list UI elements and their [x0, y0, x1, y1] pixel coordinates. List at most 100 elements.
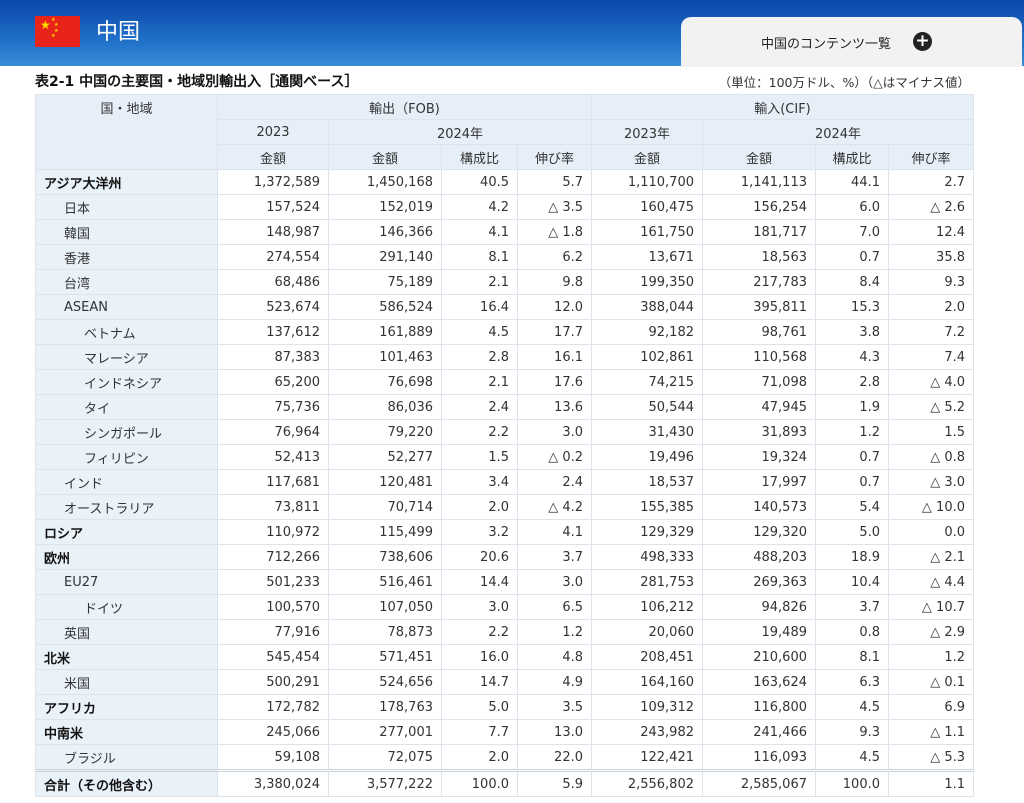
- export-2024-growth: △ 4.2: [517, 494, 592, 520]
- import-2024-amount: 71,098: [702, 369, 816, 395]
- import-2023-amount: 109,312: [591, 694, 703, 720]
- import-2024-growth: 12.4: [888, 219, 974, 245]
- table-row: オーストラリア 73,811 70,714 2.0 △ 4.2 155,385 140,57…: [35, 494, 974, 520]
- import-2024-amount: 19,324: [702, 444, 816, 470]
- region-name: ドイツ: [35, 594, 218, 620]
- import-2024-amount: 19,489: [702, 619, 816, 645]
- export-2024-growth: 5.9: [517, 769, 592, 797]
- export-2024-growth: 13.6: [517, 394, 592, 420]
- import-2024-share: 4.5: [815, 694, 889, 720]
- export-2024-growth: 17.6: [517, 369, 592, 395]
- export-2024-growth: 17.7: [517, 319, 592, 345]
- import-2024-amount: 47,945: [702, 394, 816, 420]
- import-2024-growth: 2.0: [888, 294, 974, 320]
- import-2023-amount: 164,160: [591, 669, 703, 695]
- import-2024-growth: △ 2.9: [888, 619, 974, 645]
- import-2023-amount: 2,556,802: [591, 769, 703, 797]
- table-row: アジア大洋州 1,372,589 1,450,168 40.5 5.7 1,110,700…: [35, 169, 974, 195]
- export-2024-share: 4.2: [441, 194, 518, 220]
- export-2024-growth: △ 0.2: [517, 444, 592, 470]
- import-2024-share: 5.4: [815, 494, 889, 520]
- country-header: ★ ★ ★ ★ ★ 中国 中国のコンテンツ一覧 +: [0, 0, 1024, 67]
- import-2024-amount: 116,093: [702, 744, 816, 771]
- header-region: 国・地域: [35, 94, 218, 170]
- region-name: EU27: [35, 569, 218, 595]
- import-2024-growth: 7.4: [888, 344, 974, 370]
- import-2023-amount: 208,451: [591, 644, 703, 670]
- header-amount: 金額: [217, 144, 329, 170]
- export-2024-amount: 79,220: [328, 419, 442, 445]
- header-amount: 金額: [702, 144, 816, 170]
- import-2023-amount: 388,044: [591, 294, 703, 320]
- header-share: 構成比: [441, 144, 518, 170]
- region-name: アジア大洋州: [35, 169, 218, 195]
- import-2024-share: 1.9: [815, 394, 889, 420]
- export-2023-amount: 68,486: [217, 269, 329, 295]
- import-2023-amount: 498,333: [591, 544, 703, 570]
- region-name: シンガポール: [35, 419, 218, 445]
- trade-table: 国・地域 輸出（FOB) 輸入(CIF) 2023 2024年 2023年 20…: [35, 94, 974, 797]
- export-2024-share: 2.2: [441, 419, 518, 445]
- export-2024-share: 2.0: [441, 494, 518, 520]
- export-2024-growth: 2.4: [517, 469, 592, 495]
- header-share: 構成比: [815, 144, 889, 170]
- export-2024-amount: 101,463: [328, 344, 442, 370]
- import-2023-amount: 155,385: [591, 494, 703, 520]
- export-2023-amount: 500,291: [217, 669, 329, 695]
- region-name: 台湾: [35, 269, 218, 295]
- export-2024-share: 2.8: [441, 344, 518, 370]
- region-name: ロシア: [35, 519, 218, 545]
- import-2024-amount: 163,624: [702, 669, 816, 695]
- export-2024-amount: 75,189: [328, 269, 442, 295]
- export-2024-share: 3.0: [441, 594, 518, 620]
- export-2024-amount: 76,698: [328, 369, 442, 395]
- export-2024-share: 14.4: [441, 569, 518, 595]
- export-2024-amount: 52,277: [328, 444, 442, 470]
- import-2024-amount: 217,783: [702, 269, 816, 295]
- import-2024-amount: 140,573: [702, 494, 816, 520]
- import-2023-amount: 102,861: [591, 344, 703, 370]
- region-name: 合計（その他含む）: [35, 769, 218, 797]
- header-export-2023: 2023: [217, 119, 329, 145]
- import-2024-growth: △ 4.0: [888, 369, 974, 395]
- export-2024-share: 8.1: [441, 244, 518, 270]
- export-2023-amount: 117,681: [217, 469, 329, 495]
- import-2024-share: 8.1: [815, 644, 889, 670]
- import-2024-share: 9.3: [815, 719, 889, 745]
- import-2024-amount: 129,320: [702, 519, 816, 545]
- contents-list-tab[interactable]: 中国のコンテンツ一覧 +: [681, 17, 1022, 67]
- export-2024-growth: 9.8: [517, 269, 592, 295]
- import-2024-growth: 1.2: [888, 644, 974, 670]
- export-2023-amount: 545,454: [217, 644, 329, 670]
- import-2024-amount: 488,203: [702, 544, 816, 570]
- import-2024-amount: 2,585,067: [702, 769, 816, 797]
- import-2024-share: 4.3: [815, 344, 889, 370]
- import-2023-amount: 161,750: [591, 219, 703, 245]
- import-2024-growth: △ 5.3: [888, 744, 974, 771]
- table-row: 米国 500,291 524,656 14.7 4.9 164,160 163,624 6.3…: [35, 669, 974, 695]
- import-2023-amount: 1,110,700: [591, 169, 703, 195]
- region-name: インド: [35, 469, 218, 495]
- header-amount: 金額: [328, 144, 442, 170]
- export-2023-amount: 110,972: [217, 519, 329, 545]
- table-row: ロシア 110,972 115,499 3.2 4.1 129,329 129,320 5.0…: [35, 519, 974, 545]
- export-2024-amount: 115,499: [328, 519, 442, 545]
- export-2024-share: 5.0: [441, 694, 518, 720]
- region-name: インドネシア: [35, 369, 218, 395]
- import-2024-share: 18.9: [815, 544, 889, 570]
- region-name: ベトナム: [35, 319, 218, 345]
- export-2024-amount: 3,577,222: [328, 769, 442, 797]
- import-2023-amount: 160,475: [591, 194, 703, 220]
- import-2024-share: 3.8: [815, 319, 889, 345]
- contents-list-label[interactable]: 中国のコンテンツ一覧: [761, 37, 892, 52]
- import-2024-growth: △ 10.0: [888, 494, 974, 520]
- import-2024-share: 6.3: [815, 669, 889, 695]
- import-2024-share: 2.8: [815, 369, 889, 395]
- export-2023-amount: 3,380,024: [217, 769, 329, 797]
- plus-circle-icon[interactable]: +: [913, 32, 932, 51]
- export-2024-growth: 4.1: [517, 519, 592, 545]
- header-export: 輸出（FOB): [217, 94, 592, 120]
- export-2023-amount: 712,266: [217, 544, 329, 570]
- region-name: 米国: [35, 669, 218, 695]
- export-2024-growth: 22.0: [517, 744, 592, 771]
